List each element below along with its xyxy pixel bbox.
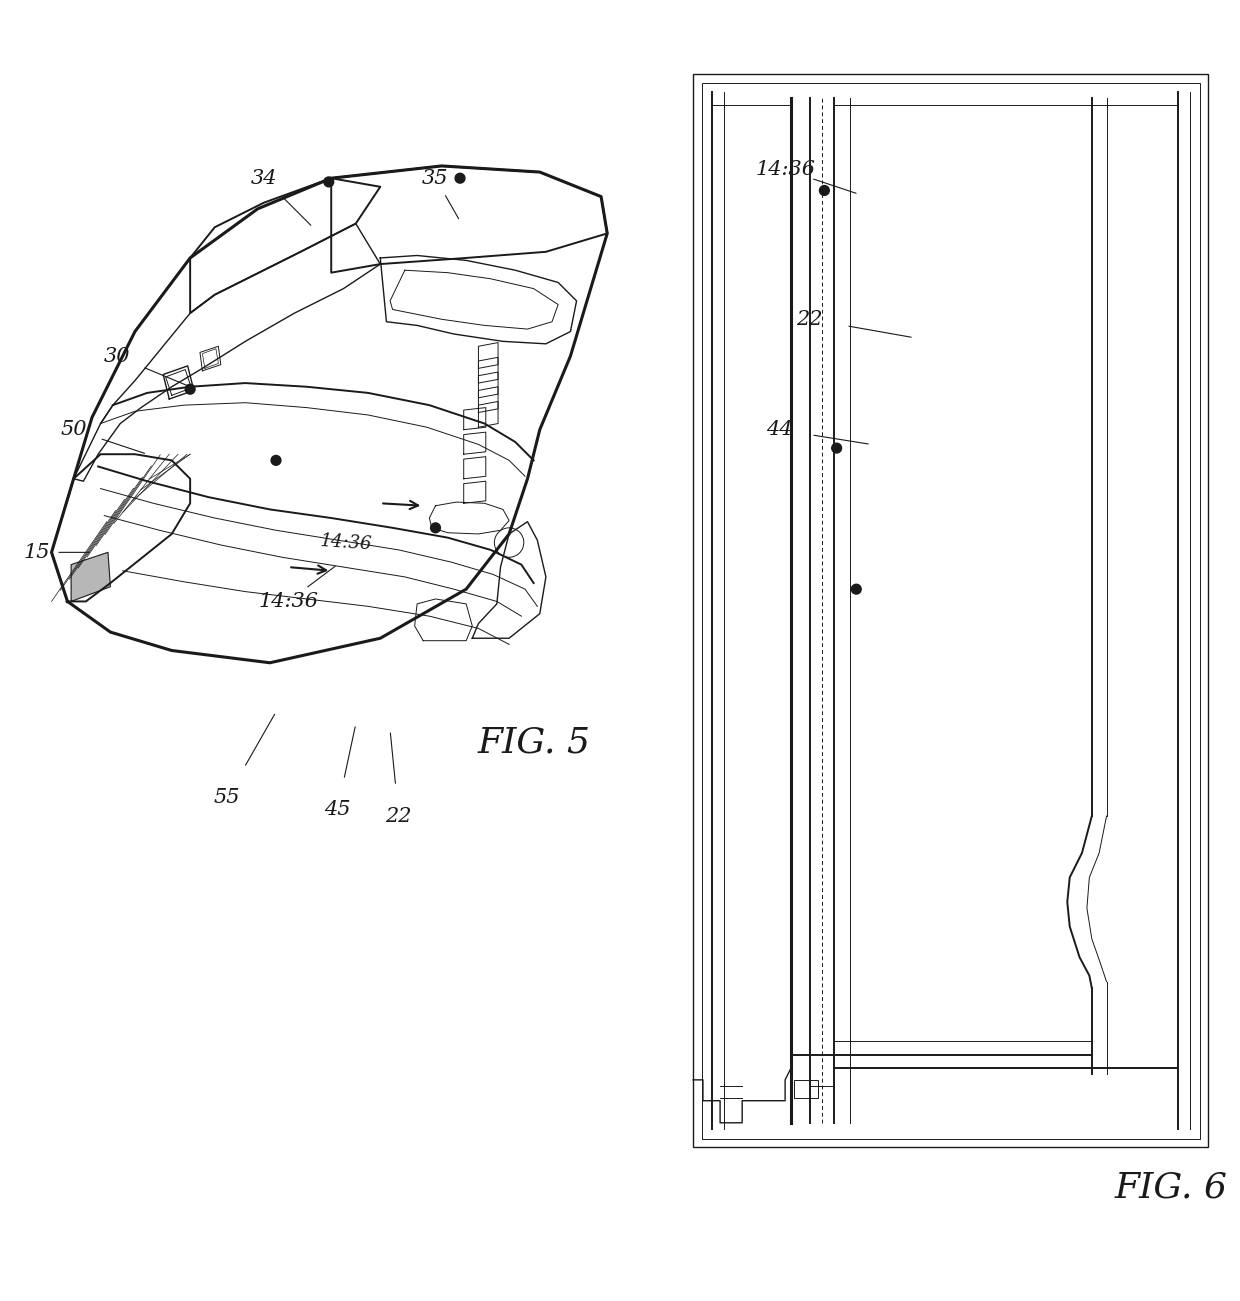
Text: 44: 44	[766, 420, 792, 440]
Text: 34: 34	[250, 169, 277, 187]
Text: 14:36: 14:36	[258, 592, 319, 611]
Circle shape	[832, 444, 842, 453]
Circle shape	[852, 584, 861, 595]
Circle shape	[324, 177, 334, 187]
Circle shape	[430, 523, 440, 532]
Text: 35: 35	[423, 169, 449, 187]
Text: 22: 22	[386, 807, 412, 826]
Text: 22: 22	[796, 310, 823, 329]
Bar	[693, 74, 1208, 1147]
Bar	[702, 82, 1200, 1138]
Text: 30: 30	[103, 346, 130, 366]
Text: 45: 45	[324, 800, 351, 820]
Circle shape	[820, 186, 830, 195]
Text: 15: 15	[24, 543, 50, 562]
Bar	[794, 1080, 818, 1098]
Circle shape	[185, 384, 195, 394]
Text: 14:36: 14:36	[755, 160, 815, 180]
Text: FIG. 5: FIG. 5	[477, 726, 590, 760]
Text: FIG. 6: FIG. 6	[1115, 1171, 1228, 1205]
Circle shape	[455, 173, 465, 183]
Polygon shape	[71, 553, 110, 601]
Text: 50: 50	[61, 420, 87, 440]
Circle shape	[272, 455, 281, 466]
Text: 55: 55	[213, 788, 241, 807]
Text: 14:36: 14:36	[320, 532, 372, 553]
